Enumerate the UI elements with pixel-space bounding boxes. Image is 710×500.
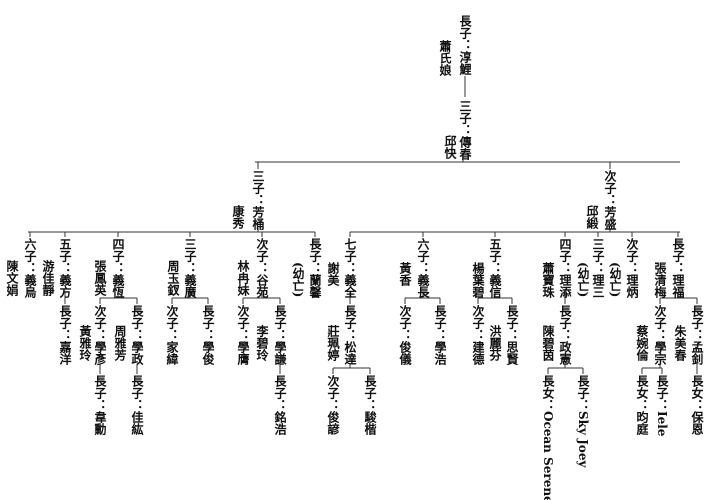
person-label: (幼亡) bbox=[291, 262, 305, 298]
person-label: 長子：孟釗 bbox=[690, 305, 704, 365]
person-label: 五子：義方 bbox=[58, 238, 72, 298]
person-label: 三子：義廣 bbox=[183, 238, 197, 298]
person-label: 蔡婉倫 bbox=[635, 325, 649, 361]
person-label: 長子：Iele bbox=[655, 375, 669, 437]
person-label: 周玉釵 bbox=[166, 260, 180, 296]
person-label: 次子：谷苑 bbox=[255, 238, 269, 298]
person-label: 次子：理炳 bbox=[625, 238, 639, 298]
person-label: 康秀 bbox=[231, 205, 245, 229]
person-label: 三子：芳桶 bbox=[251, 170, 265, 230]
person-label: 長子：嘉洋 bbox=[58, 305, 72, 365]
person-label: 次子：俊諺 bbox=[326, 375, 340, 435]
person-label: 長子：學俊 bbox=[201, 305, 215, 365]
person-label: 張清梅 bbox=[653, 262, 667, 298]
person-label: 邱快 bbox=[443, 135, 457, 159]
person-label: 李碧玲 bbox=[255, 325, 269, 361]
person-label: 長女：昀庭 bbox=[635, 375, 649, 435]
person-label: 次子：俊儀 bbox=[398, 305, 412, 365]
person-label: 朱美春 bbox=[673, 325, 687, 361]
person-label: 黃雅玲 bbox=[78, 325, 92, 361]
person-label: (幼亡) bbox=[576, 262, 590, 298]
person-label: 邱緞 bbox=[585, 205, 599, 229]
person-label: 楊葉碧 bbox=[471, 262, 485, 298]
person-label: 陳碧茵 bbox=[541, 325, 555, 361]
person-label: 三子：理三 bbox=[591, 238, 605, 298]
person-label: 七子：義全 bbox=[343, 238, 357, 298]
person-label: 洪麗芬 bbox=[488, 325, 502, 361]
person-label: 長子：松達 bbox=[343, 305, 357, 365]
person-label: 長子：政憲 bbox=[558, 305, 572, 365]
person-label: 蕭氏娘 bbox=[438, 40, 452, 76]
person-label: 長子：淳鯉 bbox=[458, 15, 472, 75]
person-label: 長女：保恩 bbox=[690, 375, 704, 435]
person-label: 三子：傳春 bbox=[458, 100, 472, 160]
person-label: 四子：理添 bbox=[558, 238, 572, 298]
person-label: 蕭寶珠 bbox=[541, 262, 555, 298]
person-label: 黃香 bbox=[398, 262, 412, 286]
person-label: 長子：思賢 bbox=[505, 305, 519, 365]
person-label: 四子：義恆 bbox=[111, 238, 125, 298]
person-label: 次子：學宗 bbox=[653, 305, 667, 365]
person-label: 長子：佳紘 bbox=[130, 375, 144, 435]
person-label: 六子：義烏 bbox=[23, 238, 37, 298]
person-label: 長女：Ocean Serene bbox=[541, 375, 555, 500]
person-label: 長子：學政 bbox=[130, 305, 144, 365]
person-label: 游佳靜 bbox=[41, 260, 55, 296]
person-label: 次子：學彥 bbox=[93, 305, 107, 365]
person-label: 次子：家緯 bbox=[165, 305, 179, 365]
person-label: 莊珮婷 bbox=[326, 325, 340, 361]
person-label: 長子：學謙 bbox=[273, 305, 287, 365]
person-label: 次子：芳盛 bbox=[603, 170, 617, 230]
person-label: 六子：義長 bbox=[416, 238, 430, 298]
person-label: 謝美 bbox=[326, 262, 340, 286]
person-label: 長子：理福 bbox=[671, 238, 685, 298]
person-label: 陳文娟 bbox=[5, 260, 19, 296]
person-label: 次子：學膺 bbox=[236, 305, 250, 365]
person-label: 張鳳英 bbox=[93, 260, 107, 296]
person-label: 長子：駿楷 bbox=[363, 375, 377, 435]
person-label: 次子：建德 bbox=[471, 305, 485, 365]
person-label: (幼亡) bbox=[608, 262, 622, 298]
person-label: 五子：義信 bbox=[488, 238, 502, 298]
person-label: 長子：韋勳 bbox=[93, 375, 107, 435]
person-label: 長子：學浩 bbox=[433, 305, 447, 365]
person-label: 長子：Sky Joey bbox=[576, 375, 590, 468]
person-label: 林冉妹 bbox=[236, 260, 250, 296]
person-label: 周雅芳 bbox=[113, 325, 127, 361]
person-label: 長子：蘭馨 bbox=[308, 238, 322, 298]
person-label: 長子：銘浩 bbox=[273, 375, 287, 435]
